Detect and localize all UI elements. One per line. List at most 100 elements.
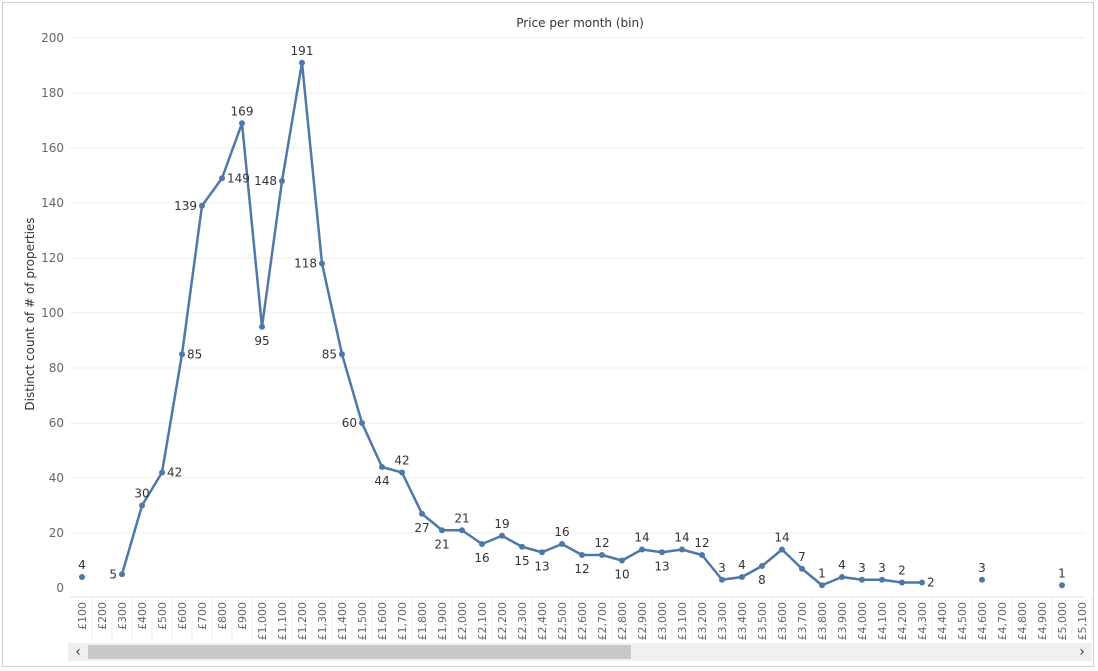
x-tick-label: £1,000 bbox=[256, 602, 269, 641]
x-tick-label: £3,500 bbox=[756, 602, 769, 641]
data-point bbox=[1059, 582, 1065, 589]
x-tick-label: £2,400 bbox=[536, 602, 549, 641]
data-point bbox=[979, 576, 985, 583]
x-tick-label: £1,200 bbox=[296, 602, 309, 641]
x-tick-label: £4,200 bbox=[896, 602, 909, 641]
data-label: 3 bbox=[718, 561, 726, 575]
data-label: 27 bbox=[414, 521, 429, 535]
x-tick-label: £3,900 bbox=[836, 602, 849, 641]
scroll-thumb[interactable] bbox=[88, 645, 631, 659]
data-label: 42 bbox=[394, 454, 409, 468]
data-point bbox=[739, 574, 745, 580]
data-label: 169 bbox=[231, 104, 254, 118]
data-point bbox=[119, 571, 125, 578]
data-point bbox=[79, 574, 85, 580]
x-tick-label: £5,000 bbox=[1056, 602, 1069, 641]
data-label: 13 bbox=[534, 559, 549, 573]
data-point bbox=[779, 546, 785, 553]
x-tick-label: £5,100 bbox=[1076, 602, 1089, 641]
data-label: 139 bbox=[174, 199, 197, 213]
data-point bbox=[439, 527, 445, 534]
x-tick-label: £4,700 bbox=[996, 602, 1009, 641]
x-tick-label: £4,300 bbox=[916, 602, 929, 641]
x-tick-label: £500 bbox=[156, 602, 169, 630]
data-label: 12 bbox=[574, 562, 589, 576]
data-label: 1 bbox=[818, 566, 826, 580]
scroll-left-arrow-icon[interactable]: ‹ bbox=[75, 644, 81, 660]
data-point bbox=[459, 527, 465, 534]
data-point bbox=[519, 543, 525, 550]
data-point bbox=[339, 351, 345, 358]
data-point bbox=[419, 510, 425, 517]
y-tick-label: 40 bbox=[49, 471, 64, 485]
data-point bbox=[499, 532, 505, 539]
x-tick-label: £1,600 bbox=[376, 602, 389, 641]
data-label: 21 bbox=[434, 537, 449, 551]
x-tick-label: £2,000 bbox=[456, 602, 469, 641]
data-point bbox=[919, 579, 925, 586]
data-label: 2 bbox=[898, 564, 906, 578]
data-label: 21 bbox=[454, 511, 469, 525]
x-tick-label: £3,100 bbox=[676, 602, 689, 641]
data-point bbox=[819, 582, 825, 589]
data-label: 14 bbox=[634, 531, 649, 545]
x-tick-label: £2,900 bbox=[636, 602, 649, 641]
data-point bbox=[179, 351, 185, 358]
x-tick-label: £2,200 bbox=[496, 602, 509, 641]
y-tick-label: 120 bbox=[41, 251, 64, 265]
data-label: 12 bbox=[694, 536, 709, 550]
x-tick-label: £300 bbox=[116, 602, 129, 630]
data-point bbox=[559, 541, 565, 547]
y-tick-label: 100 bbox=[41, 306, 64, 320]
y-tick-label: 20 bbox=[49, 526, 64, 540]
x-tick-label: £3,200 bbox=[696, 602, 709, 641]
data-label: 4 bbox=[838, 558, 846, 572]
x-tick-label: £4,800 bbox=[1016, 602, 1029, 641]
x-tick-label: £100 bbox=[76, 602, 89, 630]
data-label: 7 bbox=[798, 550, 806, 564]
data-label: 3 bbox=[858, 561, 866, 575]
data-label: 95 bbox=[254, 334, 269, 348]
x-tick-label: £1,100 bbox=[276, 602, 289, 641]
data-point bbox=[879, 576, 885, 583]
data-label: 15 bbox=[514, 554, 529, 568]
x-tick-label: £3,800 bbox=[816, 602, 829, 641]
x-tick-label: £1,300 bbox=[316, 602, 329, 641]
x-tick-label: £1,700 bbox=[396, 602, 409, 641]
x-tick-label: £2,300 bbox=[516, 602, 529, 641]
y-tick-label: 140 bbox=[41, 196, 64, 210]
x-tick-label: £1,500 bbox=[356, 602, 369, 641]
x-tick-label: £1,900 bbox=[436, 602, 449, 641]
x-tick-label: £3,000 bbox=[656, 602, 669, 641]
data-point bbox=[279, 178, 285, 184]
x-tick-label: £4,600 bbox=[976, 602, 989, 641]
data-label: 3 bbox=[878, 561, 886, 575]
y-tick-label: 160 bbox=[41, 141, 64, 155]
y-tick-label: 0 bbox=[56, 581, 64, 595]
data-point bbox=[799, 565, 805, 572]
data-point bbox=[139, 502, 145, 509]
data-point bbox=[759, 563, 765, 569]
data-point bbox=[899, 579, 905, 586]
x-tick-label: £2,100 bbox=[476, 602, 489, 641]
data-point bbox=[319, 260, 325, 267]
data-point bbox=[639, 546, 645, 553]
data-label: 16 bbox=[554, 525, 569, 539]
data-label: 19 bbox=[494, 517, 509, 531]
data-point bbox=[579, 552, 585, 558]
data-label: 42 bbox=[167, 466, 182, 480]
data-label: 1 bbox=[1058, 566, 1066, 580]
x-tick-label: £400 bbox=[136, 602, 149, 630]
x-tick-label: £1,400 bbox=[336, 602, 349, 641]
data-label: 13 bbox=[654, 559, 669, 573]
horizontal-scrollbar[interactable]: ‹ › bbox=[68, 643, 1092, 661]
x-tick-label: £4,400 bbox=[936, 602, 949, 641]
data-point bbox=[159, 469, 165, 476]
scroll-right-arrow-icon[interactable]: › bbox=[1079, 644, 1085, 660]
data-label: 191 bbox=[291, 44, 314, 58]
data-point bbox=[859, 576, 865, 583]
x-tick-label: £3,300 bbox=[716, 602, 729, 641]
data-point bbox=[239, 120, 245, 127]
